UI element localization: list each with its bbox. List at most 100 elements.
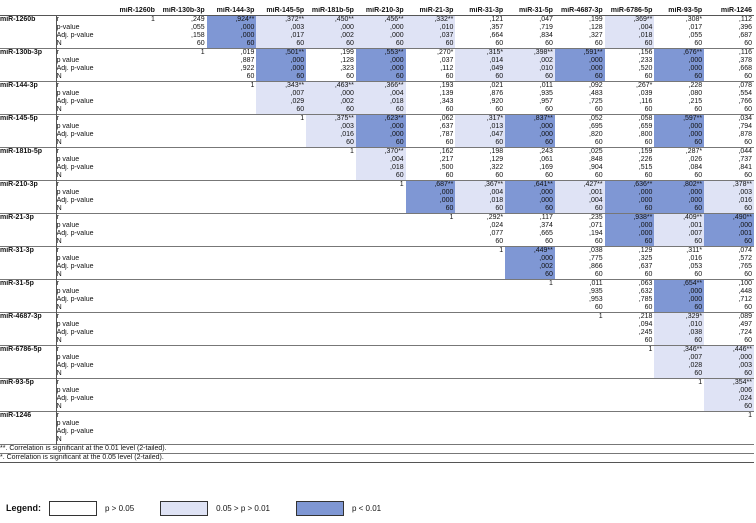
table-cell	[207, 387, 257, 395]
table-cell: ,006	[704, 387, 754, 395]
table-cell: 60	[505, 139, 555, 148]
stat-label: N	[56, 370, 62, 378]
table-cell: 60	[694, 271, 703, 279]
row-header: miR-1246	[0, 411, 57, 445]
table-cell	[207, 90, 257, 98]
table-cell: ,092	[554, 81, 605, 90]
table-cell	[505, 395, 555, 403]
table-cell	[555, 362, 605, 370]
table-cell	[256, 321, 306, 329]
table-cell	[356, 197, 406, 205]
table-cell: ,037	[439, 57, 454, 65]
table-cell: 60	[346, 73, 354, 81]
table-cell	[107, 139, 157, 148]
stat-label: N	[56, 271, 62, 279]
table-cell	[455, 395, 505, 403]
table-cell	[306, 246, 356, 255]
table-cell	[306, 172, 356, 181]
table-cell	[306, 378, 356, 387]
table-cell: ,226	[638, 156, 653, 164]
table-cell: 1	[206, 81, 257, 90]
table-cell: ,409**	[654, 213, 705, 222]
table-cell: ,000	[554, 65, 605, 73]
table-row: N 60 60 60 60	[0, 304, 754, 313]
table-cell	[256, 395, 306, 403]
table-cell	[107, 106, 157, 115]
table-cell	[256, 362, 306, 370]
table-cell: ,003	[256, 24, 307, 32]
table-cell	[207, 436, 257, 445]
table-cell: 60	[256, 73, 307, 82]
column-header: miR-6786-5p	[604, 7, 655, 16]
table-cell	[306, 263, 356, 271]
table-cell: 60	[355, 73, 406, 82]
table-cell: ,039	[638, 90, 653, 98]
table-cell: 60	[744, 40, 752, 48]
table-cell	[107, 205, 157, 214]
table-cell	[256, 156, 306, 164]
table-cell	[256, 312, 307, 321]
table-cell: ,018	[355, 98, 406, 106]
table-cell	[406, 296, 456, 304]
table-row: N	[0, 436, 754, 445]
table-row: N 60 60	[0, 370, 754, 379]
table-cell	[156, 345, 207, 354]
table-cell: ,058	[604, 114, 655, 123]
table-cell: ,017	[688, 24, 703, 32]
table-cell	[157, 131, 207, 139]
table-cell: ,080	[688, 90, 703, 98]
matrix-body: miR-1260b r 1,249,924** ,372** ,450** ,456**,…	[0, 15, 754, 445]
table-cell	[654, 420, 704, 428]
table-cell	[555, 321, 605, 329]
table-row: p value ,006	[0, 387, 754, 395]
table-cell	[505, 345, 555, 354]
table-cell: ,000	[306, 90, 356, 98]
table-cell: ,233	[638, 57, 653, 65]
table-cell	[157, 255, 207, 263]
table-cell: ,018	[455, 197, 506, 205]
table-cell: ,013	[455, 123, 506, 131]
table-cell	[306, 288, 356, 296]
table-cell	[554, 345, 605, 354]
table-cell: ,366**	[355, 81, 406, 90]
row-header: miR-145-5p	[0, 114, 57, 148]
table-cell	[207, 329, 257, 337]
table-cell: ,370**	[355, 147, 406, 156]
table-cell: 60	[246, 73, 255, 81]
table-cell	[256, 230, 306, 238]
table-cell: ,000	[604, 230, 655, 238]
table-cell: ,325	[638, 255, 653, 263]
table-cell	[455, 337, 505, 346]
table-cell: ,017	[256, 32, 307, 40]
table-cell	[654, 428, 704, 436]
table-cell: 60	[594, 172, 603, 180]
stat-label: Adj. p-value	[56, 263, 94, 271]
table-cell	[107, 403, 157, 412]
table-cell: ,000	[654, 65, 705, 73]
table-row: miR-1246 r 1	[0, 411, 754, 445]
table-cell	[107, 189, 157, 197]
row-header: miR-4687-3p	[0, 312, 57, 346]
table-cell	[355, 378, 406, 387]
table-cell	[306, 205, 356, 214]
table-cell	[306, 420, 356, 428]
table-cell: 60	[694, 172, 703, 180]
table-cell: ,121	[489, 16, 504, 24]
table-cell: 60	[704, 238, 754, 247]
table-cell	[256, 370, 306, 379]
table-cell	[107, 24, 157, 32]
table-cell: 60	[654, 370, 705, 379]
table-cell	[157, 65, 207, 73]
column-header: miR-4687-3p	[554, 7, 605, 16]
table-cell: ,198	[455, 147, 506, 156]
table-row: N 60 60 60 60 60 60	[0, 238, 754, 247]
stat-label: N	[56, 172, 62, 180]
table-cell: ,794	[738, 123, 752, 131]
table-cell: ,112	[738, 16, 752, 24]
table-cell	[156, 378, 207, 387]
table-cell: ,000	[654, 197, 705, 205]
table-cell	[405, 312, 456, 321]
stat-label: N	[56, 304, 62, 312]
table-row: miR-130b-3p r 1,019,501** ,199,553** ,270* ,3…	[0, 48, 754, 82]
table-cell: ,887	[240, 57, 255, 65]
